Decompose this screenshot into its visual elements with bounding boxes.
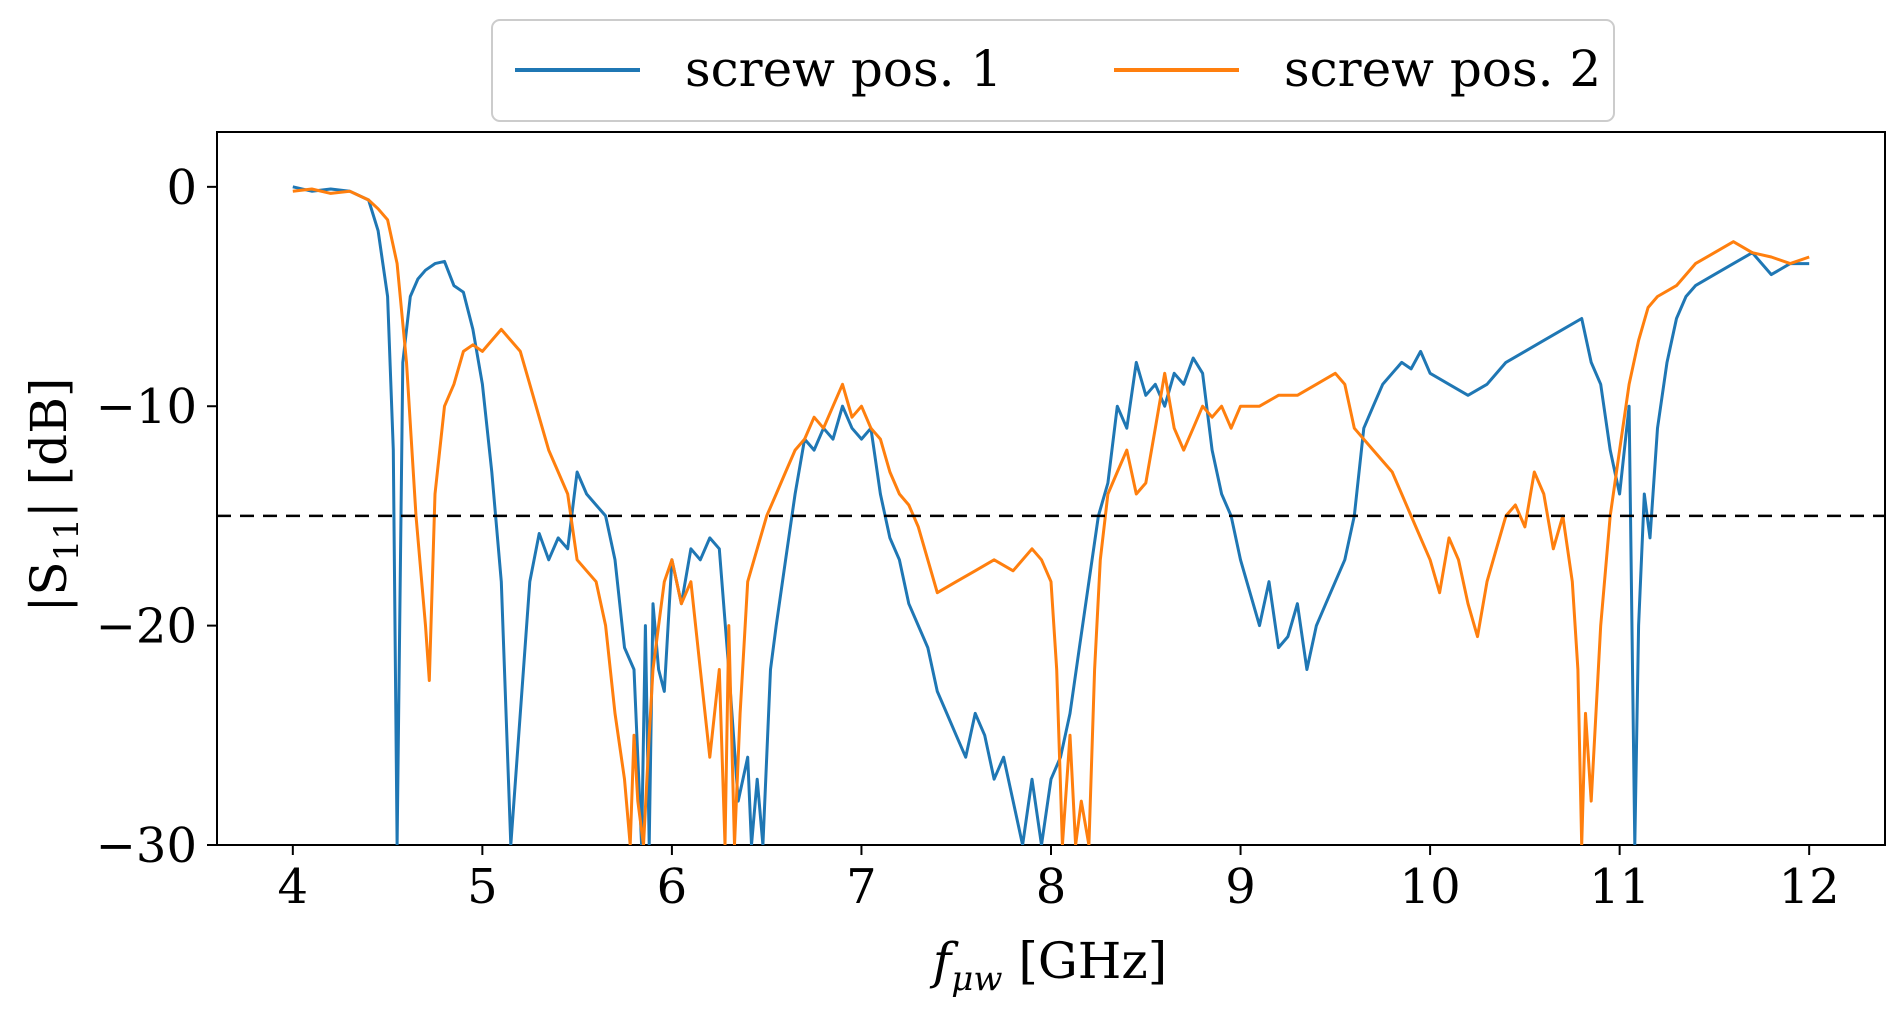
y-tick-label: −30 bbox=[96, 818, 197, 874]
x-tick-label: 5 bbox=[467, 859, 498, 915]
x-axis-ticks: 4 5 6 7 8 9 10 11 12 bbox=[278, 845, 1840, 915]
x-tick-label: 8 bbox=[1036, 859, 1067, 915]
legend: screw pos. 1 screw pos. 2 bbox=[491, 19, 1615, 122]
x-tick-label: 9 bbox=[1225, 859, 1256, 915]
y-axis-label: |S11| [dB] bbox=[20, 378, 87, 613]
y-tick-label: 0 bbox=[166, 160, 197, 216]
x-tick-label: 12 bbox=[1779, 859, 1840, 915]
legend-label-screw-pos-2: screw pos. 2 bbox=[1284, 40, 1601, 98]
x-axis-label: fμw [GHz] bbox=[929, 932, 1168, 999]
series-line-screw-pos-2 bbox=[292, 187, 1810, 845]
series-line-screw-pos-1 bbox=[292, 185, 1810, 845]
x-tick-label: 10 bbox=[1400, 859, 1461, 915]
y-tick-label: −20 bbox=[96, 599, 197, 655]
legend-box bbox=[491, 19, 1615, 122]
x-tick-label: 4 bbox=[278, 859, 309, 915]
x-tick-label: 6 bbox=[657, 859, 688, 915]
x-tick-label: 11 bbox=[1589, 859, 1650, 915]
y-axis-ticks: 0 −10 −20 −30 bbox=[96, 160, 217, 874]
x-tick-label: 7 bbox=[846, 859, 877, 915]
y-tick-label: −10 bbox=[96, 379, 197, 435]
series-layer bbox=[292, 185, 1810, 845]
legend-label-screw-pos-1: screw pos. 1 bbox=[685, 40, 1002, 98]
